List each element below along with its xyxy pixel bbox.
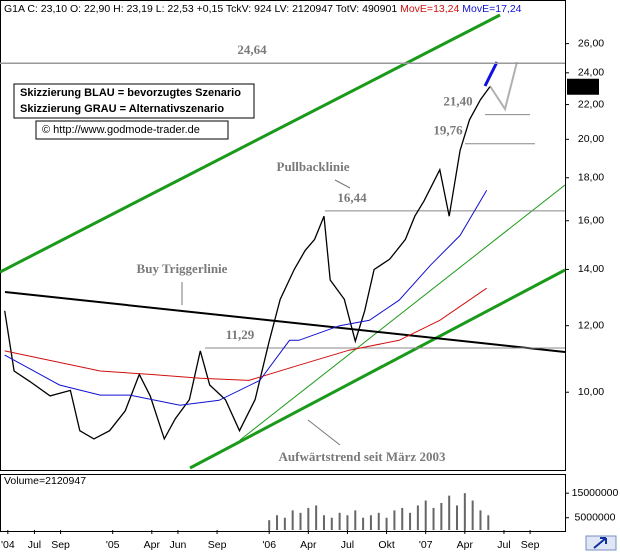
x-tick-label: Okt — [378, 539, 394, 551]
uptrend-line — [189, 268, 566, 470]
volume-bar — [424, 500, 427, 530]
legend-box — [13, 83, 255, 119]
volume-title: Volume=2120947 — [4, 475, 86, 487]
volume-bar — [346, 515, 349, 530]
url: © http://www.godmode-trader.de — [42, 124, 200, 136]
level-label: 11,29 — [226, 327, 255, 342]
last-price-label: 23,10 — [570, 81, 596, 93]
y-tick-label: 12,00 — [578, 319, 604, 331]
y-tick-label: 22,00 — [578, 98, 604, 110]
y-tick-label: 10,00 — [578, 386, 604, 398]
volume-bar — [354, 510, 357, 530]
x-tick-label: '06 — [262, 539, 276, 551]
trigger-line — [4, 291, 566, 353]
nav-icon-arrow — [593, 537, 607, 549]
moving-average — [4, 287, 487, 381]
volume-bar — [322, 515, 325, 530]
legend-line: Skizzierung BLAU = bevorzugtes Szenario — [20, 87, 241, 99]
x-tick-label: '07 — [419, 539, 433, 551]
x-tick-label: Apr — [144, 539, 161, 551]
volume-bar — [276, 515, 279, 530]
y-tick-label: 20,00 — [578, 133, 604, 145]
volume-bar — [487, 515, 490, 530]
x-tick-label: Apr — [457, 539, 474, 551]
x-tick-label: Apr — [300, 539, 317, 551]
price-frame — [0, 0, 566, 471]
annotation-arrow — [334, 179, 351, 189]
grey-scenario — [489, 61, 518, 112]
x-tick-label: Jun — [169, 539, 186, 551]
volume-bar — [448, 495, 451, 530]
moving-average — [4, 190, 488, 406]
x-tick-label: Sep — [51, 539, 70, 551]
x-tick-label: '05 — [106, 539, 120, 551]
y-tick-label: 24,00 — [578, 67, 604, 79]
volume-bar — [432, 507, 435, 530]
volume-bar — [456, 505, 459, 530]
volume-frame — [0, 474, 566, 532]
quote: G1A C: 23,10 O: 22,90 H: 23,19 L: 22,53 … — [4, 3, 397, 15]
y-tick-label: 14,00 — [578, 263, 604, 275]
y-tick-label: 15000000 — [572, 487, 619, 499]
volume-bar — [401, 507, 404, 530]
annotation-arrow — [307, 419, 341, 446]
volume-bar — [440, 503, 443, 530]
y-tick-label: 5000000 — [575, 512, 616, 524]
volume-bar — [479, 510, 482, 530]
volume-bar — [377, 512, 380, 530]
volume-bar — [315, 505, 318, 530]
volume-bar — [291, 510, 294, 530]
volume-bar — [268, 520, 271, 530]
level-label: 16,44 — [337, 190, 367, 205]
volume-bar — [385, 517, 388, 530]
volume-bar — [307, 507, 310, 530]
volume-bar — [416, 505, 419, 530]
volume-bar — [369, 515, 372, 530]
annotation: Pullbacklinie — [277, 159, 350, 174]
annotation: Aufwärtstrend seit März 2003 — [279, 449, 446, 464]
blue-scenario — [483, 61, 499, 87]
legend-line: Skizzierung GRAU = Alternativszenario — [20, 103, 224, 115]
volume-bar — [283, 517, 286, 530]
x-tick-label: Jul — [28, 539, 41, 551]
x-tick-label: Jul — [341, 539, 354, 551]
url-box — [35, 120, 229, 140]
level-label: 19,76 — [433, 123, 463, 138]
price-line — [4, 86, 491, 441]
x-tick-label: Jul — [497, 539, 510, 551]
volume-bar — [330, 517, 333, 530]
volume-bar — [471, 500, 474, 530]
x-tick-label: '04 — [1, 539, 15, 551]
volume-bar — [409, 512, 412, 530]
level-label: 24,64 — [237, 42, 267, 57]
last-price-box — [567, 78, 599, 95]
ma-label: MovE=13,24 — [400, 3, 459, 15]
volume-bar — [338, 512, 341, 530]
y-tick-label: 26,00 — [578, 37, 604, 49]
volume-bar — [463, 493, 466, 530]
upper-channel-line — [0, 13, 501, 274]
volume-bar — [299, 512, 302, 530]
pullback-line — [239, 184, 566, 441]
y-tick-label: 18,00 — [578, 172, 604, 184]
y-tick-label: 16,00 — [578, 215, 604, 227]
level-label: 21,40 — [443, 94, 472, 109]
x-tick-label: Sep — [521, 539, 540, 551]
volume-bar — [393, 510, 396, 530]
ma-label: MovE=17,24 — [462, 3, 521, 15]
header: G1A C: 23,10 O: 22,90 H: 23,19 L: 22,53 … — [4, 3, 522, 15]
annotation: Buy Triggerlinie — [137, 261, 228, 276]
x-tick-label: Sep — [208, 539, 227, 551]
volume-bar — [362, 517, 365, 530]
